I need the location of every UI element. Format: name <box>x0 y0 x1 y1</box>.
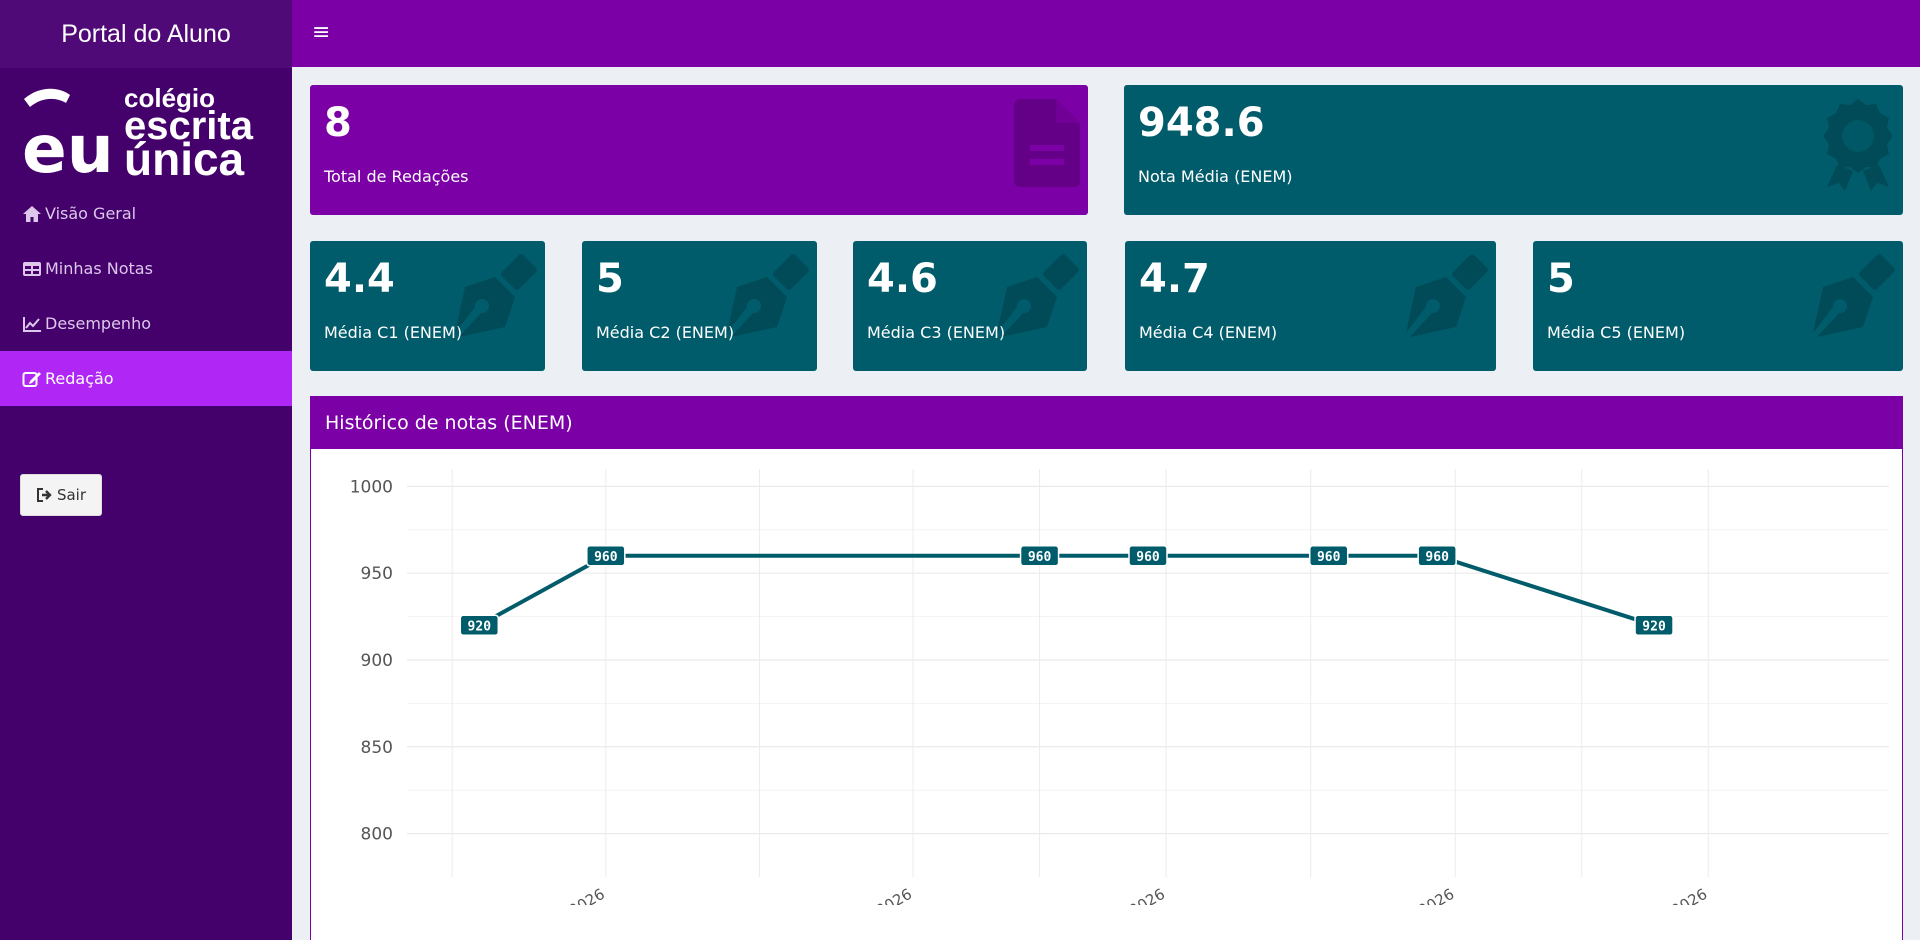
data-point <box>1417 545 1457 567</box>
data-point <box>1128 545 1168 567</box>
media-c5-box: 5 Média C5 (ENEM) <box>1533 241 1903 371</box>
sidebar-item-minhas-notas[interactable]: Minhas Notas <box>0 241 292 296</box>
sidebar: Portal do Aluno eu colégio escrita única… <box>0 0 292 940</box>
menu-toggle-icon[interactable]: ≡ <box>312 20 331 45</box>
edit-icon <box>22 371 41 387</box>
data-label: 960 <box>1317 550 1341 565</box>
sidebar-item-label: Minhas Notas <box>45 259 153 278</box>
stat-value: 948.6 <box>1138 100 1265 146</box>
data-point <box>1019 545 1060 567</box>
app-brand: Portal do Aluno <box>0 0 292 68</box>
series-line <box>478 553 1655 628</box>
pen-nib-icon <box>727 254 809 337</box>
data-label: 960 <box>1028 550 1052 565</box>
x-tick-label: 01/05/2026 <box>1373 885 1457 905</box>
stat-value: 4.6 <box>867 256 938 302</box>
stat-value: 4.4 <box>324 256 395 302</box>
stat-value: 5 <box>596 256 624 302</box>
media-c2-box: 5 Média C2 (ENEM) <box>582 241 817 371</box>
chart-panel: Histórico de notas (ENEM) 800 850 900 950 10… <box>310 396 1903 940</box>
sign-out-icon <box>36 488 52 502</box>
stat-label: Média C1 (ENEM) <box>324 323 463 342</box>
logo-line2: escrita <box>124 104 254 148</box>
home-icon <box>23 205 41 222</box>
stat-value: 8 <box>324 100 352 146</box>
stat-value: 5 <box>1547 256 1575 302</box>
stat-label: Média C4 (ENEM) <box>1139 323 1278 342</box>
data-point <box>586 545 626 567</box>
pen-nib-icon <box>1406 254 1488 337</box>
x-tick-label: 01/04/2026 <box>831 885 915 905</box>
stat-label: Nota Média (ENEM) <box>1138 167 1293 186</box>
document-icon <box>1014 99 1080 187</box>
pen-nib-icon <box>1813 254 1895 337</box>
media-c4-box: 4.7 Média C4 (ENEM) <box>1125 241 1496 371</box>
pen-nib-icon <box>455 254 537 337</box>
stat-label: Média C3 (ENEM) <box>867 323 1006 342</box>
sidebar-item-desempenho[interactable]: Desempenho <box>0 296 292 351</box>
y-tick-label: 900 <box>361 651 393 671</box>
x-tick-label: 15/05/2026 <box>1626 885 1710 905</box>
stat-label: Média C2 (ENEM) <box>596 323 735 342</box>
y-tick-label: 1000 <box>350 477 393 497</box>
logout-button[interactable]: Sair <box>20 474 102 516</box>
data-label: 920 <box>468 619 492 634</box>
stat-label: Média C5 (ENEM) <box>1547 323 1686 342</box>
top-header: ≡ <box>292 0 1920 67</box>
pen-nib-icon <box>997 254 1079 337</box>
media-c1-box: 4.4 Média C1 (ENEM) <box>310 241 545 371</box>
data-point <box>1308 545 1349 567</box>
logout-label: Sair <box>56 486 87 504</box>
sidebar-item-label: Visão Geral <box>45 204 137 223</box>
stat-value: 4.7 <box>1139 256 1210 302</box>
data-point <box>1634 614 1674 637</box>
data-label: 920 <box>1642 619 1666 634</box>
panel-title: Histórico de notas (ENEM) <box>311 397 1902 449</box>
media-c3-box: 4.6 Média C3 (ENEM) <box>853 241 1087 371</box>
table-icon <box>23 261 41 276</box>
y-tick-label: 850 <box>361 738 393 758</box>
sidebar-item-label: Redação <box>45 369 114 388</box>
sidebar-item-visao-geral[interactable]: Visão Geral <box>0 186 292 241</box>
y-tick-label: 950 <box>361 564 393 584</box>
stat-label: Total de Redações <box>324 167 469 186</box>
x-tick-label: 15/04/2026 <box>1084 885 1168 905</box>
data-label: 960 <box>1136 550 1160 565</box>
x-tick-label: 15/03/2026 <box>524 885 608 905</box>
total-redacoes-box: 8 Total de Redações <box>310 85 1088 215</box>
logo-mark: eu <box>22 111 114 177</box>
school-logo: eu colégio escrita única <box>0 68 292 186</box>
logo-line1: colégio <box>124 83 215 113</box>
award-icon <box>1823 99 1893 191</box>
logo-line3: única <box>124 133 245 177</box>
data-label: 960 <box>594 550 618 565</box>
data-point <box>459 614 500 637</box>
data-label: 960 <box>1425 550 1449 565</box>
sidebar-item-redacao[interactable]: Redação <box>0 351 292 406</box>
line-chart-icon <box>23 316 41 332</box>
history-line-chart: 800 850 900 950 1000 15/03/2026 01/04/2026 15/0… <box>350 469 1889 905</box>
sidebar-item-label: Desempenho <box>45 314 151 333</box>
nota-media-box: 948.6 Nota Média (ENEM) <box>1124 85 1903 215</box>
y-tick-label: 800 <box>361 825 393 845</box>
